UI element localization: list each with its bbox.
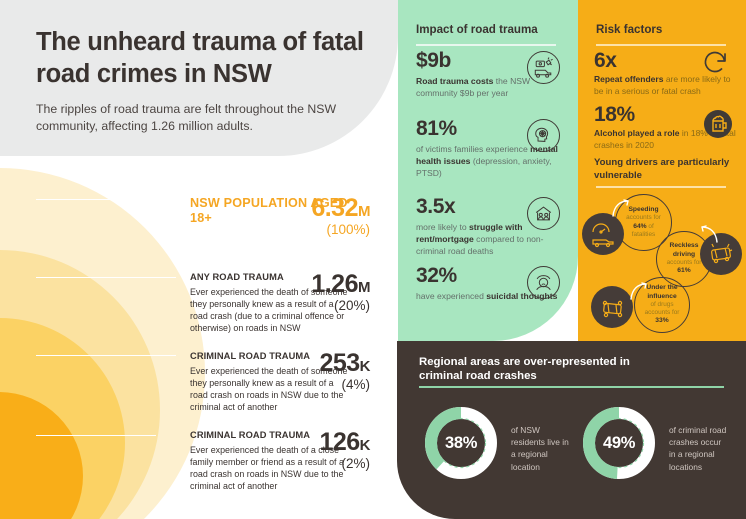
impact-stat-text: have experienced suicidal thoughts (416, 291, 558, 302)
donut-label: 38% (444, 433, 478, 452)
risk-stat-repeat-offenders: 6x Repeat offenders are more likely to b… (594, 49, 742, 97)
stat-value: 126K (319, 428, 370, 456)
regional-panel-divider (419, 386, 724, 388)
stat-percent: (20%) (333, 298, 370, 313)
donut-caption-residents: of NSW residents live in a regional loca… (511, 425, 569, 472)
impact-stat-value: 32% (416, 264, 457, 287)
impact-stat-cost: $9b Road trauma costs the NSW community … (416, 49, 566, 99)
donut-label: 49% (602, 433, 636, 452)
beer-icon (702, 108, 734, 140)
risk-stat-value: 18% (594, 103, 635, 126)
stat-value: 253K (319, 349, 370, 377)
impact-panel-heading: Impact of road trauma (416, 23, 538, 36)
impact-panel: Impact of road trauma $9b Road trauma co… (398, 0, 578, 341)
young-drivers-heading: Young drivers are particularly vulnerabl… (594, 157, 730, 181)
crashed-car-icon (700, 233, 742, 275)
stat-category: ANY ROAD TRAUMA (190, 272, 284, 282)
stat-description: Ever experienced the death of someone th… (190, 365, 348, 413)
overturned-car-icon (591, 286, 633, 328)
stat-percent: (2%) (341, 456, 370, 471)
stat-value: 6.32M (311, 194, 370, 222)
impact-panel-divider (416, 44, 556, 46)
stat-description: Ever experienced the death of someone th… (190, 286, 348, 334)
head-mental-health-icon (527, 119, 560, 152)
risk-bubble-text: Reckless driving accounts for 61% (666, 242, 702, 275)
stat-category: NSW POPULATION AGED 18+ (190, 196, 348, 225)
impact-stat-suicidal: 32% have experienced suicidal thoughts (416, 264, 566, 302)
risk-bubble-influence: Under the influence of drugs accounts for… (634, 277, 690, 333)
risk-stat-value: 6x (594, 49, 617, 72)
arrow-influence (630, 282, 647, 300)
leader-line-4 (36, 435, 156, 436)
sad-person-icon (527, 266, 560, 299)
page-subtitle: The ripples of road trauma are felt thro… (36, 102, 337, 134)
risk-bubble-text: Under the influence of drugs accounts for… (644, 283, 680, 325)
leader-line-3 (36, 355, 176, 356)
risk-factors-panel: Risk factors 6x Repeat offenders are mor… (578, 0, 746, 341)
impact-stat-value: 81% (416, 117, 457, 140)
stat-value: 1.26M (311, 270, 370, 298)
impact-stat-rent: 3.5x more likely to struggle with rent/m… (416, 195, 566, 258)
impact-stat-value: $9b (416, 49, 451, 72)
header-panel: The unheard trauma of fatal road crimes … (0, 0, 398, 156)
risk-stat-text: Repeat offenders are more likely to be i… (594, 74, 731, 96)
arrow-speeding (612, 199, 629, 217)
donut-chart-crashes: 49% (581, 405, 657, 481)
arrow-reckless (701, 225, 718, 243)
risk-bubble-text: Speeding accounts for 64% of fatalities (626, 205, 661, 239)
donut-chart-residents: 38% (423, 405, 499, 481)
page-title: The unheard trauma of fatal road crimes … (36, 28, 364, 89)
donut-caption-crashes: of criminal road crashes occur in a regi… (669, 425, 727, 472)
risk-panel-heading: Risk factors (596, 23, 663, 36)
leader-line-2 (36, 277, 176, 278)
stat-category: CRIMINAL ROAD TRAUMA (190, 430, 311, 440)
impact-stat-value: 3.5x (416, 195, 456, 218)
impact-stat-text: more likely to struggle with rent/mortga… (416, 222, 544, 257)
population-circles-chart (0, 168, 205, 519)
impact-stat-text: Road trauma costs the NSW community $9b … (416, 76, 531, 99)
money-crash-icon (527, 51, 560, 84)
stat-description: Ever experienced the death of a close fa… (190, 444, 344, 492)
house-family-icon (527, 197, 560, 230)
regional-panel-heading: Regional areas are over-represented in c… (419, 356, 630, 383)
stat-category: CRIMINAL ROAD TRAUMA (190, 351, 311, 361)
stat-percent: (100%) (326, 222, 370, 237)
regional-panel: Regional areas are over-represented in c… (397, 341, 746, 519)
repeat-arrow-icon (698, 44, 734, 80)
leader-line-1 (36, 199, 151, 200)
young-drivers-divider (596, 186, 726, 188)
risk-panel-divider (596, 44, 726, 46)
stat-percent: (4%) (341, 377, 370, 392)
speedometer-car-icon (582, 213, 624, 255)
